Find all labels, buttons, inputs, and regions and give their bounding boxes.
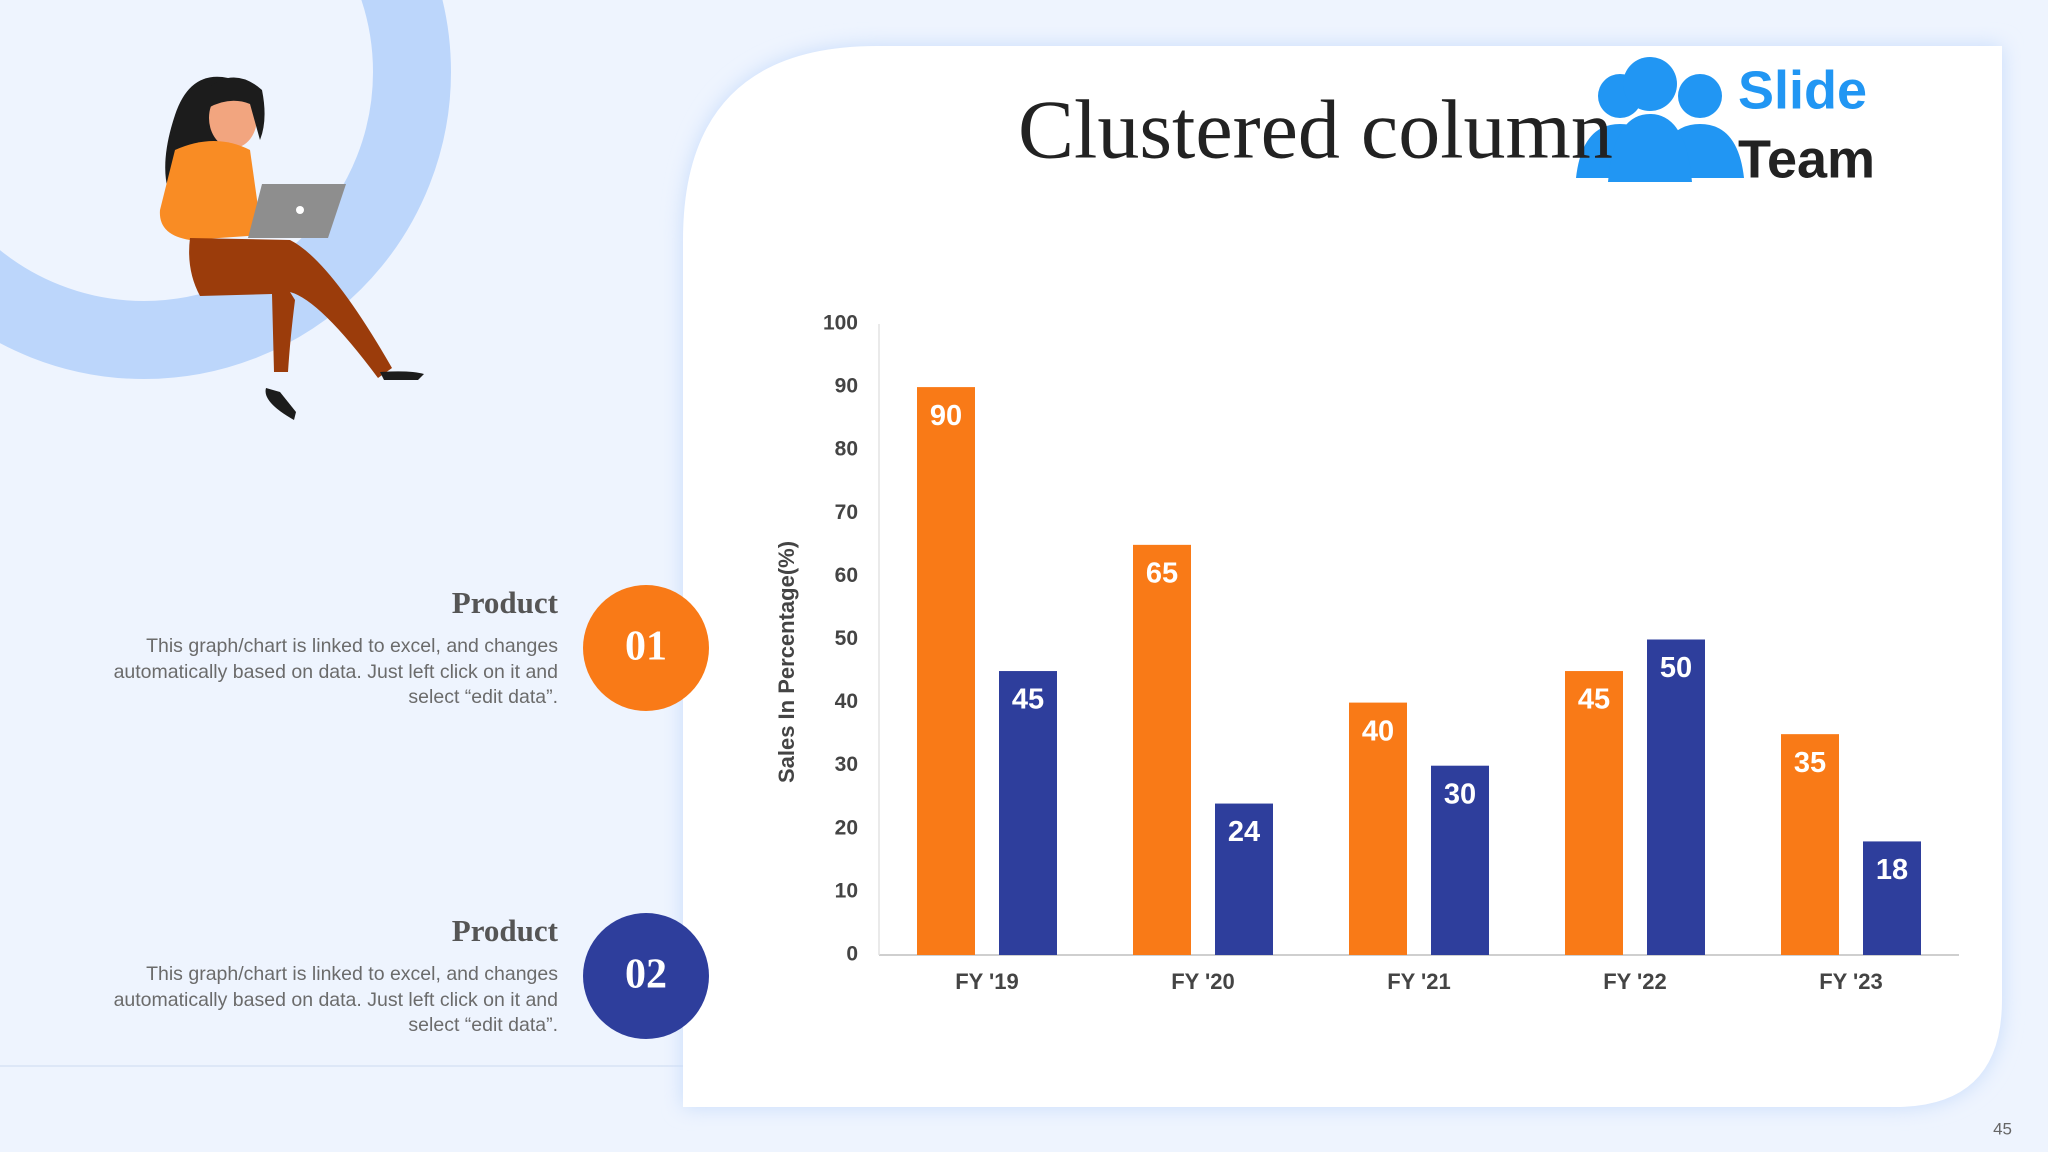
data-label: 50 bbox=[1660, 652, 1692, 684]
illustration bbox=[159, 76, 424, 420]
data-label: 35 bbox=[1794, 747, 1826, 779]
bar bbox=[1781, 734, 1839, 955]
bar bbox=[999, 671, 1057, 955]
chart-title: Clustered column bbox=[1018, 83, 1613, 176]
data-label: 65 bbox=[1146, 558, 1178, 590]
y-tick-label: 70 bbox=[835, 501, 858, 524]
bar bbox=[1565, 671, 1623, 955]
series-marker: 02 bbox=[625, 952, 667, 998]
y-tick-label: 60 bbox=[835, 564, 858, 587]
logo: Slide Team bbox=[1576, 57, 1875, 189]
x-tick-label: FY '20 bbox=[1171, 969, 1235, 994]
y-tick-label: 40 bbox=[835, 690, 858, 713]
bar bbox=[917, 387, 975, 956]
data-label: 24 bbox=[1228, 816, 1260, 848]
bar bbox=[1431, 765, 1489, 955]
x-tick-label: FY '21 bbox=[1387, 969, 1451, 994]
page-number: 45 bbox=[1993, 1119, 2012, 1138]
data-label: 90 bbox=[930, 400, 962, 432]
series-name: Product bbox=[452, 585, 559, 620]
y-tick-label: 0 bbox=[846, 943, 858, 966]
y-axis-label: Sales In Percentage(%) bbox=[774, 541, 799, 783]
x-tick-label: FY '22 bbox=[1603, 969, 1667, 994]
data-label: 45 bbox=[1012, 684, 1044, 716]
y-tick-label: 10 bbox=[835, 879, 858, 902]
data-label: 18 bbox=[1876, 854, 1908, 886]
logo-text: Slide bbox=[1738, 60, 1867, 120]
bar bbox=[1349, 702, 1407, 955]
ring-decoration bbox=[0, 0, 451, 379]
bar bbox=[1215, 803, 1273, 955]
series-description: This graph/chart is linked to excel, and… bbox=[113, 963, 558, 1036]
y-tick-label: 90 bbox=[835, 375, 858, 398]
series-name: Product bbox=[452, 913, 559, 948]
series-marker: 01 bbox=[625, 624, 667, 670]
y-tick-label: 50 bbox=[835, 627, 858, 650]
series-description: This graph/chart is linked to excel, and… bbox=[113, 635, 558, 708]
y-tick-label: 20 bbox=[835, 816, 858, 839]
y-tick-label: 80 bbox=[835, 438, 858, 461]
data-label: 45 bbox=[1578, 684, 1610, 716]
x-tick-label: FY '23 bbox=[1819, 969, 1883, 994]
bar bbox=[1133, 544, 1191, 955]
bar bbox=[1863, 841, 1921, 955]
series-badge bbox=[583, 585, 709, 711]
logo-text: Team bbox=[1738, 129, 1875, 189]
y-tick-label: 100 bbox=[823, 312, 858, 335]
bar bbox=[1647, 639, 1705, 955]
data-label: 40 bbox=[1362, 715, 1394, 747]
series-badge bbox=[583, 913, 709, 1039]
y-tick-label: 30 bbox=[835, 753, 858, 776]
x-tick-label: FY '19 bbox=[955, 969, 1019, 994]
data-label: 30 bbox=[1444, 778, 1476, 810]
